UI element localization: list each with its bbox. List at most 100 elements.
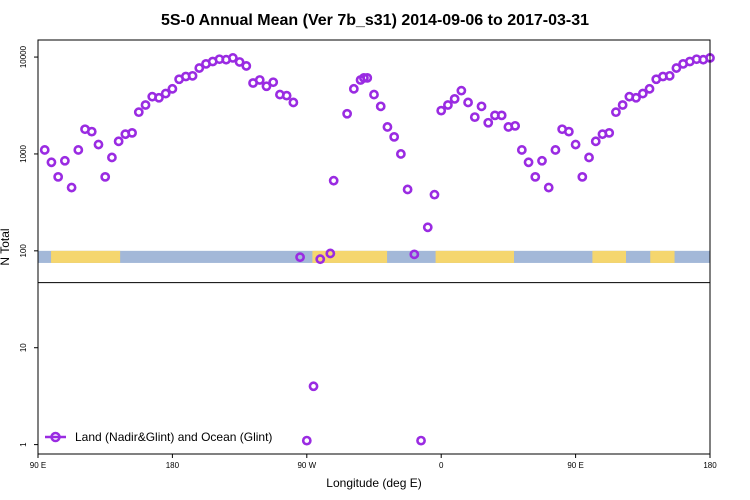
data-point [53,171,64,182]
data-point [107,152,117,163]
data-point [375,101,386,112]
data-point [66,182,77,193]
data-point [611,107,621,118]
data-point [342,108,353,119]
y-tick-label: 100 [19,244,28,258]
data-point [483,117,494,128]
data-point [348,83,359,94]
data-point [496,110,507,121]
data-point [154,92,164,103]
data-point [443,100,453,110]
data-point [476,101,487,112]
data-point [369,89,379,100]
data-point [456,85,467,96]
data-point [416,435,426,446]
x-tick-label: 90 E [567,461,583,470]
x-tick-label: 90 E [30,461,46,470]
data-point [389,131,400,142]
data-point [46,157,57,168]
data-point [510,120,521,131]
data-point [39,145,50,155]
data-point [617,100,628,110]
x-tick-label: 180 [703,461,717,470]
legend: Land (Nadir&Glint) and Ocean (Glint) [45,430,272,444]
data-point [59,155,70,166]
data-point [140,100,151,110]
data-point [631,92,641,103]
chart-title: 5S-0 Annual Mean (Ver 7b_s31) 2014-09-06… [161,12,589,29]
tick-marks: 90 E 180 90 W 0 90 E 180 1 10 100 1000 10000 [19,45,717,470]
data-point [644,83,655,94]
data-point [254,75,265,85]
data-point [234,57,245,67]
data-points [39,53,715,446]
x-axis-title: Longitude (deg E) [326,476,421,490]
data-point [133,107,144,118]
data-point [584,152,594,163]
data-point [604,127,615,138]
data-point [308,381,319,392]
data-point [194,63,205,73]
land-span [312,250,388,263]
data-point [127,127,137,138]
data-point [301,435,312,446]
x-tick-label: 180 [166,461,180,470]
land-span [51,250,121,263]
data-point [402,184,413,195]
y-tick-label: 1000 [19,144,28,162]
data-point [295,252,305,263]
data-point [187,70,198,81]
data-point [288,97,299,108]
data-point [664,70,675,81]
y-tick-label: 10 [19,343,28,352]
legend-label: Land (Nadir&Glint) and Ocean (Glint) [75,430,272,444]
data-point [86,126,97,137]
data-point [523,157,534,168]
data-point [516,145,527,155]
data-point [671,63,682,73]
data-point [422,222,433,233]
legend-marker-swatch [50,431,61,443]
data-point [409,249,420,260]
data-point [315,254,326,265]
data-point [563,126,574,137]
data-point [570,139,581,150]
data-point [167,83,178,94]
data-point [362,72,373,83]
data-point [577,171,588,182]
plot-frame [37,39,711,455]
data-point [590,136,601,147]
data-point [160,88,171,99]
data-point [241,61,252,71]
data-point [436,105,447,116]
data-point [93,139,104,150]
y-tick-label: 10000 [19,45,28,68]
data-point [281,90,292,101]
data-point [543,182,554,193]
data-point [359,72,369,83]
data-point [463,97,473,108]
data-point [227,53,238,63]
data-point [100,171,111,182]
data-point [113,136,124,147]
land-ocean-strip [38,250,710,263]
data-point [469,112,480,123]
data-point [395,149,406,159]
data-point [325,248,336,259]
data-point [530,171,541,182]
data-point [268,77,279,88]
y-tick-label: 1 [19,442,28,447]
y-axis-title: N Total [0,228,12,265]
data-point [429,189,440,200]
land-span [435,250,514,263]
land-span [650,250,675,263]
data-point [328,175,339,186]
data-point [382,122,393,132]
data-point [261,81,272,92]
data-point [637,88,648,99]
x-tick-label: 0 [439,461,444,470]
data-point [537,155,547,166]
data-point [550,145,561,155]
data-point [449,93,460,104]
